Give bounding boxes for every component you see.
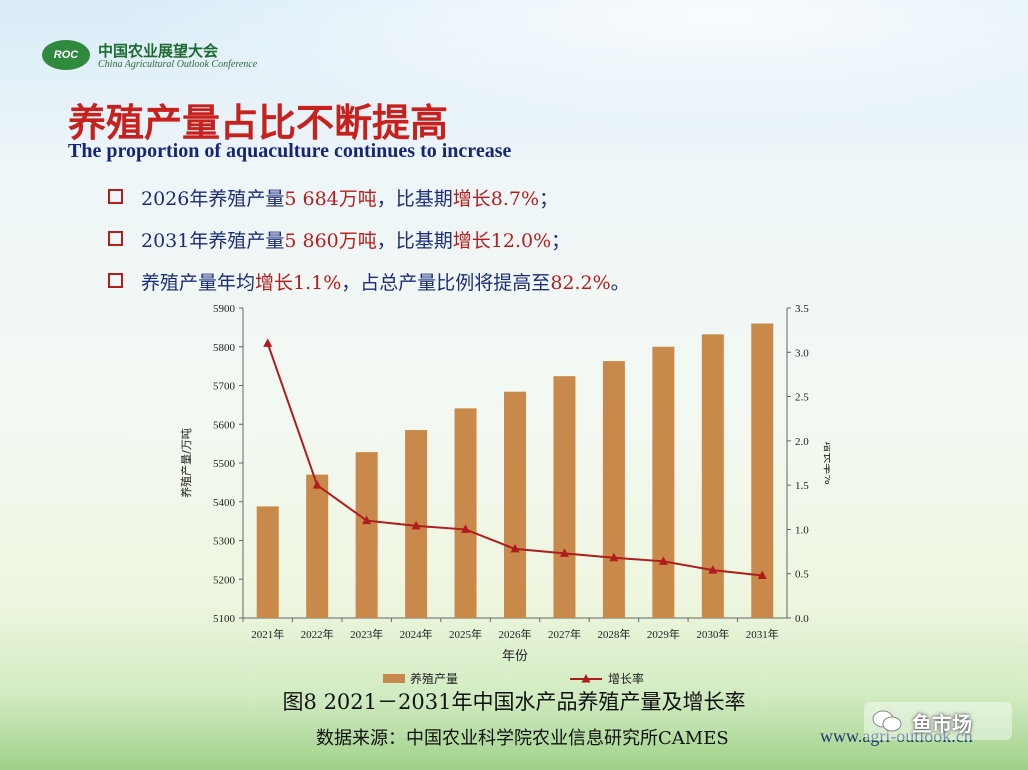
chat-bubble-icon [872, 710, 902, 732]
y2-tick-label: 3.0 [795, 347, 809, 359]
x-tick-label: 2031年 [746, 627, 779, 641]
growth-rate-point [708, 565, 718, 574]
y2-tick-label: 1.5 [795, 480, 809, 492]
watermark-text: 鱼市场 [912, 712, 972, 736]
legend-bar-swatch [383, 674, 405, 683]
bullet-text: ； [539, 188, 559, 210]
y-tick-label: 5200 [213, 574, 236, 586]
bullet-highlight: 增长8.7% [452, 188, 540, 210]
bullet-highlight: 82.2% [550, 272, 611, 294]
y2-axis-title: 增长率% [822, 441, 830, 484]
logo-name-cn: 中国农业展望大会 [98, 42, 219, 60]
y-tick-label: 5400 [213, 497, 236, 509]
x-tick-label: 2022年 [301, 627, 334, 641]
bullet-text: 。 [610, 272, 630, 294]
y-tick-label: 5500 [213, 458, 236, 470]
logo-badge: ROC [42, 40, 90, 70]
watermark: 鱼市场 [864, 702, 1012, 740]
growth-rate-point [609, 552, 619, 562]
y2-tick-label: 1.0 [795, 524, 809, 536]
bar-production [355, 452, 378, 618]
bullet-square-icon [108, 273, 123, 288]
conference-logo: ROC 中国农业展望大会 China Agricultural Outlook … [42, 38, 302, 78]
growth-rate-point [757, 570, 767, 579]
background-glow [0, 0, 1028, 150]
bullet-highlight: 5 684万吨 [284, 188, 377, 210]
y2-tick-label: 2.0 [795, 436, 809, 448]
y2-tick-label: 0.0 [795, 613, 809, 625]
growth-rate-point [559, 548, 569, 557]
growth-rate-point [461, 524, 471, 533]
x-tick-label: 2026年 [499, 627, 532, 641]
bullet-highlight: 5 860万吨 [284, 230, 377, 252]
bullet-square-icon [108, 231, 123, 246]
bullet-text: ； [551, 230, 571, 252]
y-tick-label: 5300 [213, 536, 236, 548]
bullet-item: 2026年养殖产量5 684万吨，比基期增长8.7%； [108, 184, 558, 211]
y2-tick-label: 3.5 [795, 303, 809, 315]
slide-title-en: The proportion of aquaculture continues … [68, 140, 512, 162]
bullet-text: 2031年养殖产量 [141, 230, 285, 252]
bar-production [751, 323, 774, 618]
y-tick-label: 5700 [213, 381, 236, 393]
growth-rate-point [658, 556, 668, 565]
y-axis-title: 养殖产量/万吨 [179, 428, 193, 498]
bullet-highlight: 增长1.1% [255, 272, 342, 294]
x-axis-title: 年份 [502, 649, 528, 664]
bar-production [256, 506, 279, 618]
bullet-text: ，比基期 [376, 230, 453, 252]
x-tick-label: 2027年 [548, 627, 581, 641]
x-tick-label: 2024年 [400, 627, 433, 641]
website-url: www.agri-outlook.cn [820, 726, 973, 746]
legend-bar-label: 养殖产量 [410, 671, 458, 684]
legend-line-label: 增长率 [608, 671, 644, 684]
slide-title-cn: 养殖产量占比不断提高 [68, 101, 449, 145]
x-tick-label: 2028年 [597, 627, 630, 641]
growth-rate-point [411, 520, 421, 530]
y-tick-label: 5100 [213, 613, 236, 625]
bullet-text: 养殖产量年均 [141, 272, 256, 294]
bullet-item: 2031年养殖产量5 860万吨，比基期增长12.0%； [108, 226, 570, 253]
bullet-text: 2026年养殖产量 [141, 188, 285, 210]
growth-rate-point [362, 515, 372, 525]
bar-production [504, 391, 526, 618]
growth-rate-point [263, 338, 273, 347]
x-tick-label: 2023年 [350, 627, 383, 641]
bullet-item: 养殖产量年均增长1.1%，占总产量比例将提高至82.2%。 [108, 268, 630, 295]
bar-production [454, 408, 477, 618]
bar-production [602, 361, 625, 618]
bullet-highlight: 增长12.0% [452, 230, 552, 252]
growth-rate-point [510, 543, 520, 553]
data-source: 数据来源：中国农业科学院农业信息研究所CAMES [316, 728, 729, 749]
growth-rate-point [312, 480, 322, 489]
y-tick-label: 5600 [213, 419, 236, 431]
y-tick-label: 5900 [213, 303, 236, 315]
bullet-text: ，比基期 [376, 188, 453, 210]
figure-caption: 图8 2021－2031年中国水产品养殖产量及增长率 [282, 690, 746, 714]
bar-production [652, 346, 675, 618]
x-tick-label: 2029年 [647, 627, 680, 641]
bullet-text: ，占总产量比例将提高至 [341, 272, 551, 294]
y-tick-label: 5800 [213, 342, 236, 354]
bar-production [701, 334, 724, 618]
x-tick-label: 2025年 [449, 627, 482, 641]
bullet-square-icon [108, 189, 123, 204]
bar-production [306, 474, 329, 618]
aquaculture-chart: 5100 5200 5300 5400 5500 5600 5700 5800 5900 0.0 0… [179, 303, 830, 684]
bar-production [553, 376, 576, 618]
legend-line-marker [581, 674, 591, 683]
y2-tick-label: 0.5 [795, 569, 809, 581]
x-tick-label: 2021年 [251, 627, 284, 641]
logo-name-en: China Agricultural Outlook Conference [98, 59, 258, 70]
y2-tick-label: 2.5 [795, 392, 809, 404]
x-tick-label: 2030年 [696, 627, 729, 641]
